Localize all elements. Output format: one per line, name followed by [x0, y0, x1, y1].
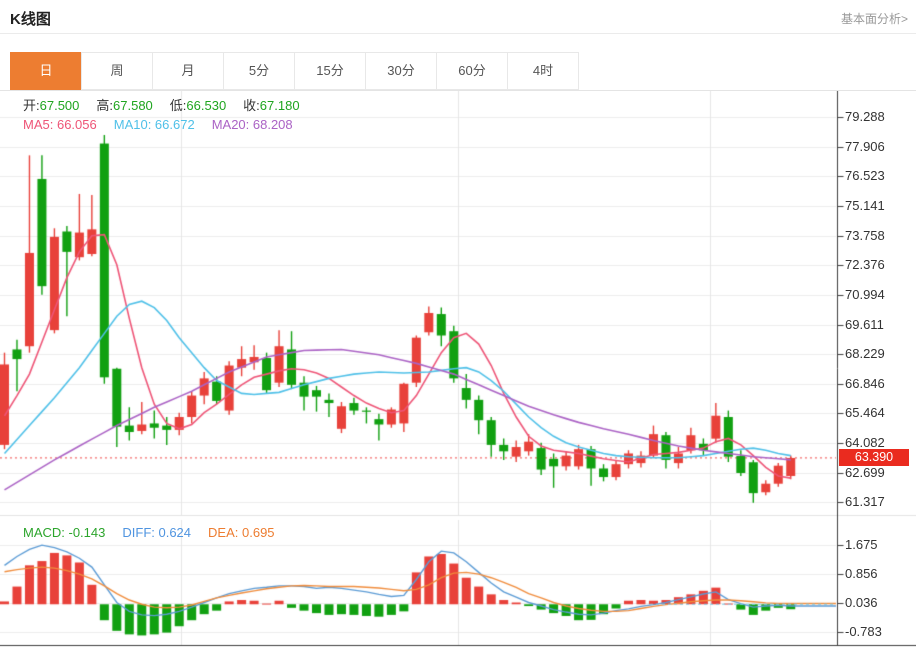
price-axis-label: 69.611 — [845, 316, 884, 332]
macd-legend-macd: MACD: -0.143 — [23, 525, 106, 540]
fundamental-analysis-link[interactable]: 基本面分析> — [840, 12, 908, 26]
tab-day[interactable]: 日 — [10, 52, 82, 90]
price-axis-label: 72.376 — [845, 257, 885, 273]
tab-15min[interactable]: 15分 — [294, 52, 366, 90]
tab-month[interactable]: 月 — [152, 52, 224, 90]
ohlc-high: 高:67.580 — [96, 98, 153, 113]
tab-30min[interactable]: 30分 — [365, 52, 437, 90]
tab-5min[interactable]: 5分 — [223, 52, 295, 90]
page-header: K线图 基本面分析> — [0, 0, 916, 34]
ohlc-low: 低:66.530 — [169, 98, 227, 113]
ma-legend: MA5: 66.056 MA10: 66.672 MA20: 68.208 — [23, 117, 310, 132]
ma-legend-ma5: MA5: 66.056 — [23, 117, 97, 132]
page-title: K线图 — [10, 11, 51, 28]
last-price-badge: 63.390 — [839, 449, 909, 467]
price-axis-label: 66.846 — [845, 375, 885, 391]
ohlc-legend: 开:67.500 高:67.580 低:66.530 收:67.180 — [23, 95, 317, 114]
ma-legend-ma20: MA20: 68.208 — [211, 117, 293, 132]
tab-60min[interactable]: 60分 — [436, 52, 508, 90]
macd-axis-label: 1.675 — [845, 536, 878, 552]
tab-week[interactable]: 周 — [81, 52, 153, 90]
macd-axis-label: 0.036 — [845, 595, 878, 610]
ohlc-open: 开:67.500 — [23, 98, 80, 113]
price-axis-label: 64.082 — [845, 435, 885, 451]
ma-legend-ma10: MA10: 66.672 — [113, 117, 195, 132]
price-axis-label: 61.317 — [845, 494, 885, 510]
price-axis-label: 79.288 — [845, 109, 885, 124]
price-axis-label: 62.699 — [845, 464, 885, 480]
macd-legend-diff: DIFF: 0.624 — [122, 525, 192, 540]
price-axis-label: 70.994 — [845, 286, 885, 302]
price-axis-label: 65.464 — [845, 405, 885, 421]
interval-tabs: 日周月 5分 15分 30分 60分 4时 — [10, 52, 579, 90]
macd-legend-dea: DEA: 0.695 — [208, 525, 275, 540]
tab-4hour[interactable]: 4时 — [507, 52, 579, 90]
price-axis-label: 75.141 — [845, 197, 885, 213]
tabs-underline — [0, 90, 916, 91]
price-axis-label: 68.229 — [845, 346, 885, 362]
macd-legend: MACD: -0.143 DIFF: 0.624 DEA: 0.695 — [23, 525, 292, 540]
price-axis-label: 77.906 — [845, 138, 885, 154]
chart-area: 开:67.500 高:67.580 低:66.530 收:67.180 MA5: 66… — [0, 91, 916, 651]
kline-chart-canvas[interactable] — [0, 91, 916, 651]
price-axis-label: 76.523 — [845, 168, 885, 184]
macd-axis-label: -0.783 — [845, 624, 882, 639]
price-axis-label: 73.758 — [845, 227, 885, 243]
macd-axis-label: 0.856 — [845, 565, 878, 581]
ohlc-close: 收:67.180 — [243, 98, 300, 113]
